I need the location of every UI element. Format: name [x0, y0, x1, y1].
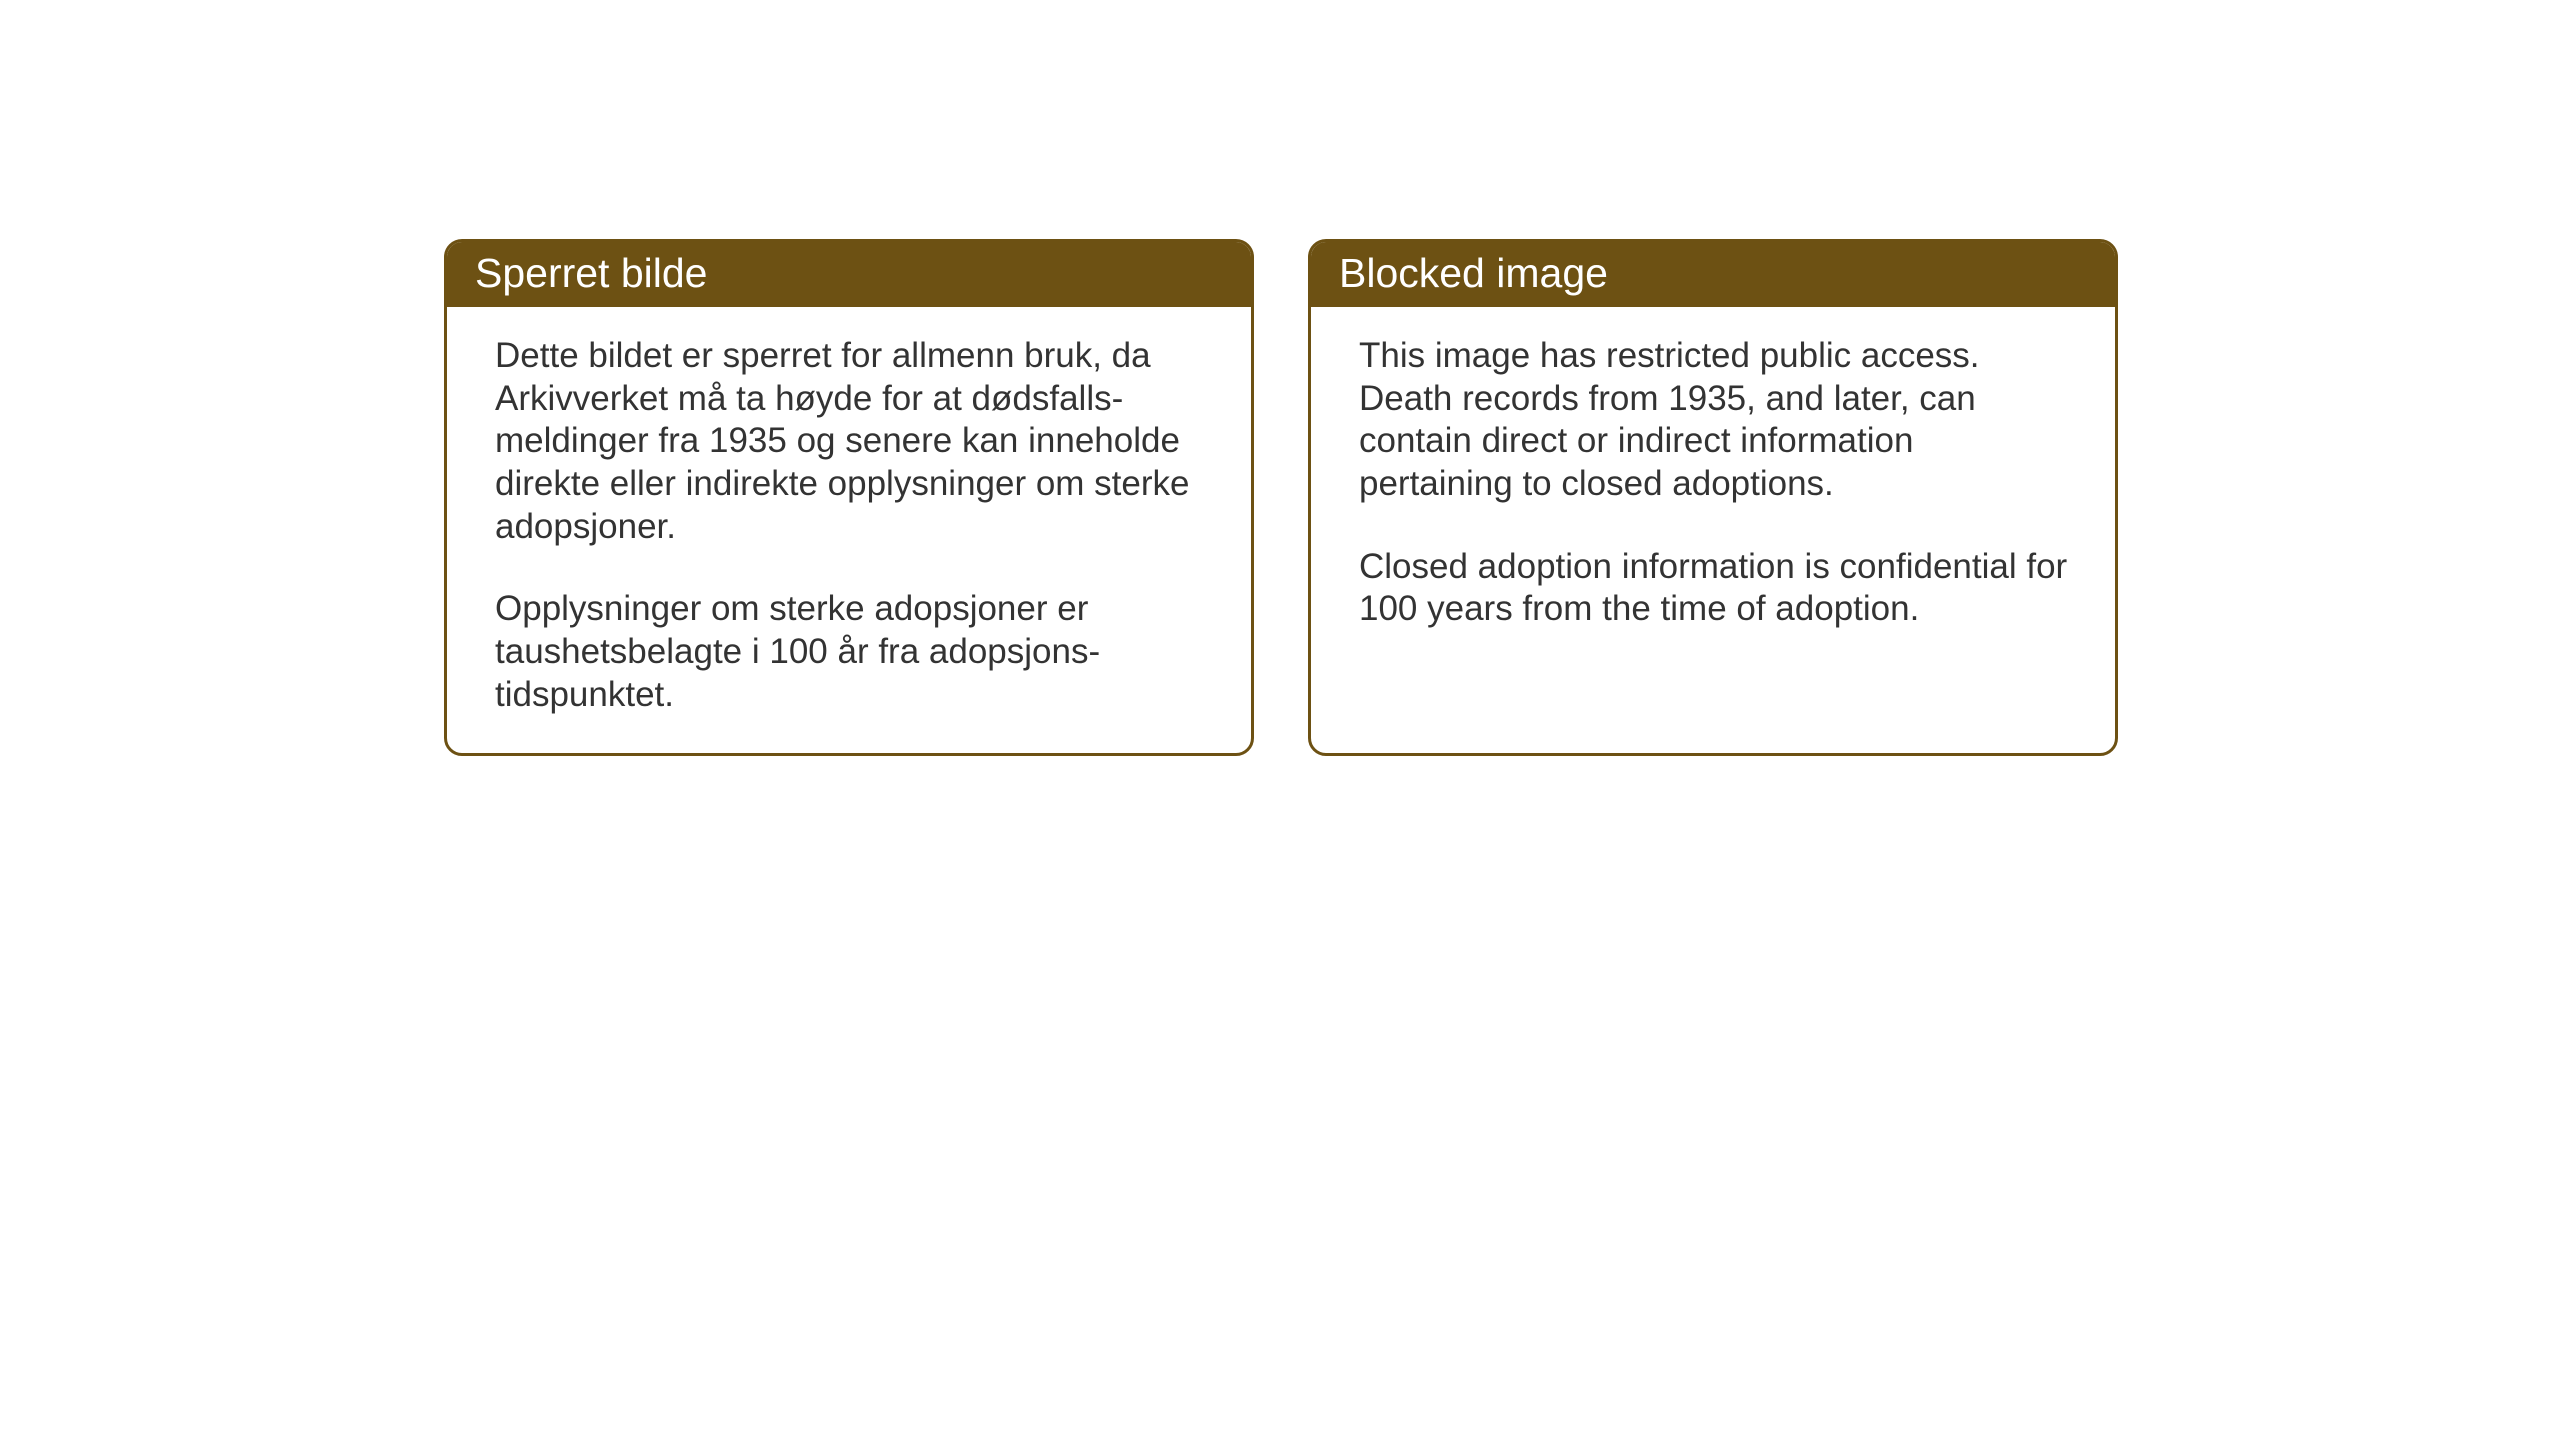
english-card-header: Blocked image [1311, 242, 2115, 307]
english-card-body: This image has restricted public access.… [1311, 307, 2115, 722]
norwegian-card-header: Sperret bilde [447, 242, 1251, 307]
english-card-title: Blocked image [1339, 250, 1608, 296]
norwegian-card-body: Dette bildet er sperret for allmenn bruk… [447, 307, 1251, 753]
norwegian-paragraph-1: Dette bildet er sperret for allmenn bruk… [495, 335, 1211, 548]
notice-container: Sperret bilde Dette bildet er sperret fo… [444, 239, 2118, 756]
english-notice-card: Blocked image This image has restricted … [1308, 239, 2118, 756]
norwegian-card-title: Sperret bilde [475, 250, 707, 296]
norwegian-paragraph-2: Opplysninger om sterke adopsjoner er tau… [495, 588, 1211, 716]
english-paragraph-2: Closed adoption information is confident… [1359, 546, 2075, 631]
english-paragraph-1: This image has restricted public access.… [1359, 335, 2075, 506]
norwegian-notice-card: Sperret bilde Dette bildet er sperret fo… [444, 239, 1254, 756]
